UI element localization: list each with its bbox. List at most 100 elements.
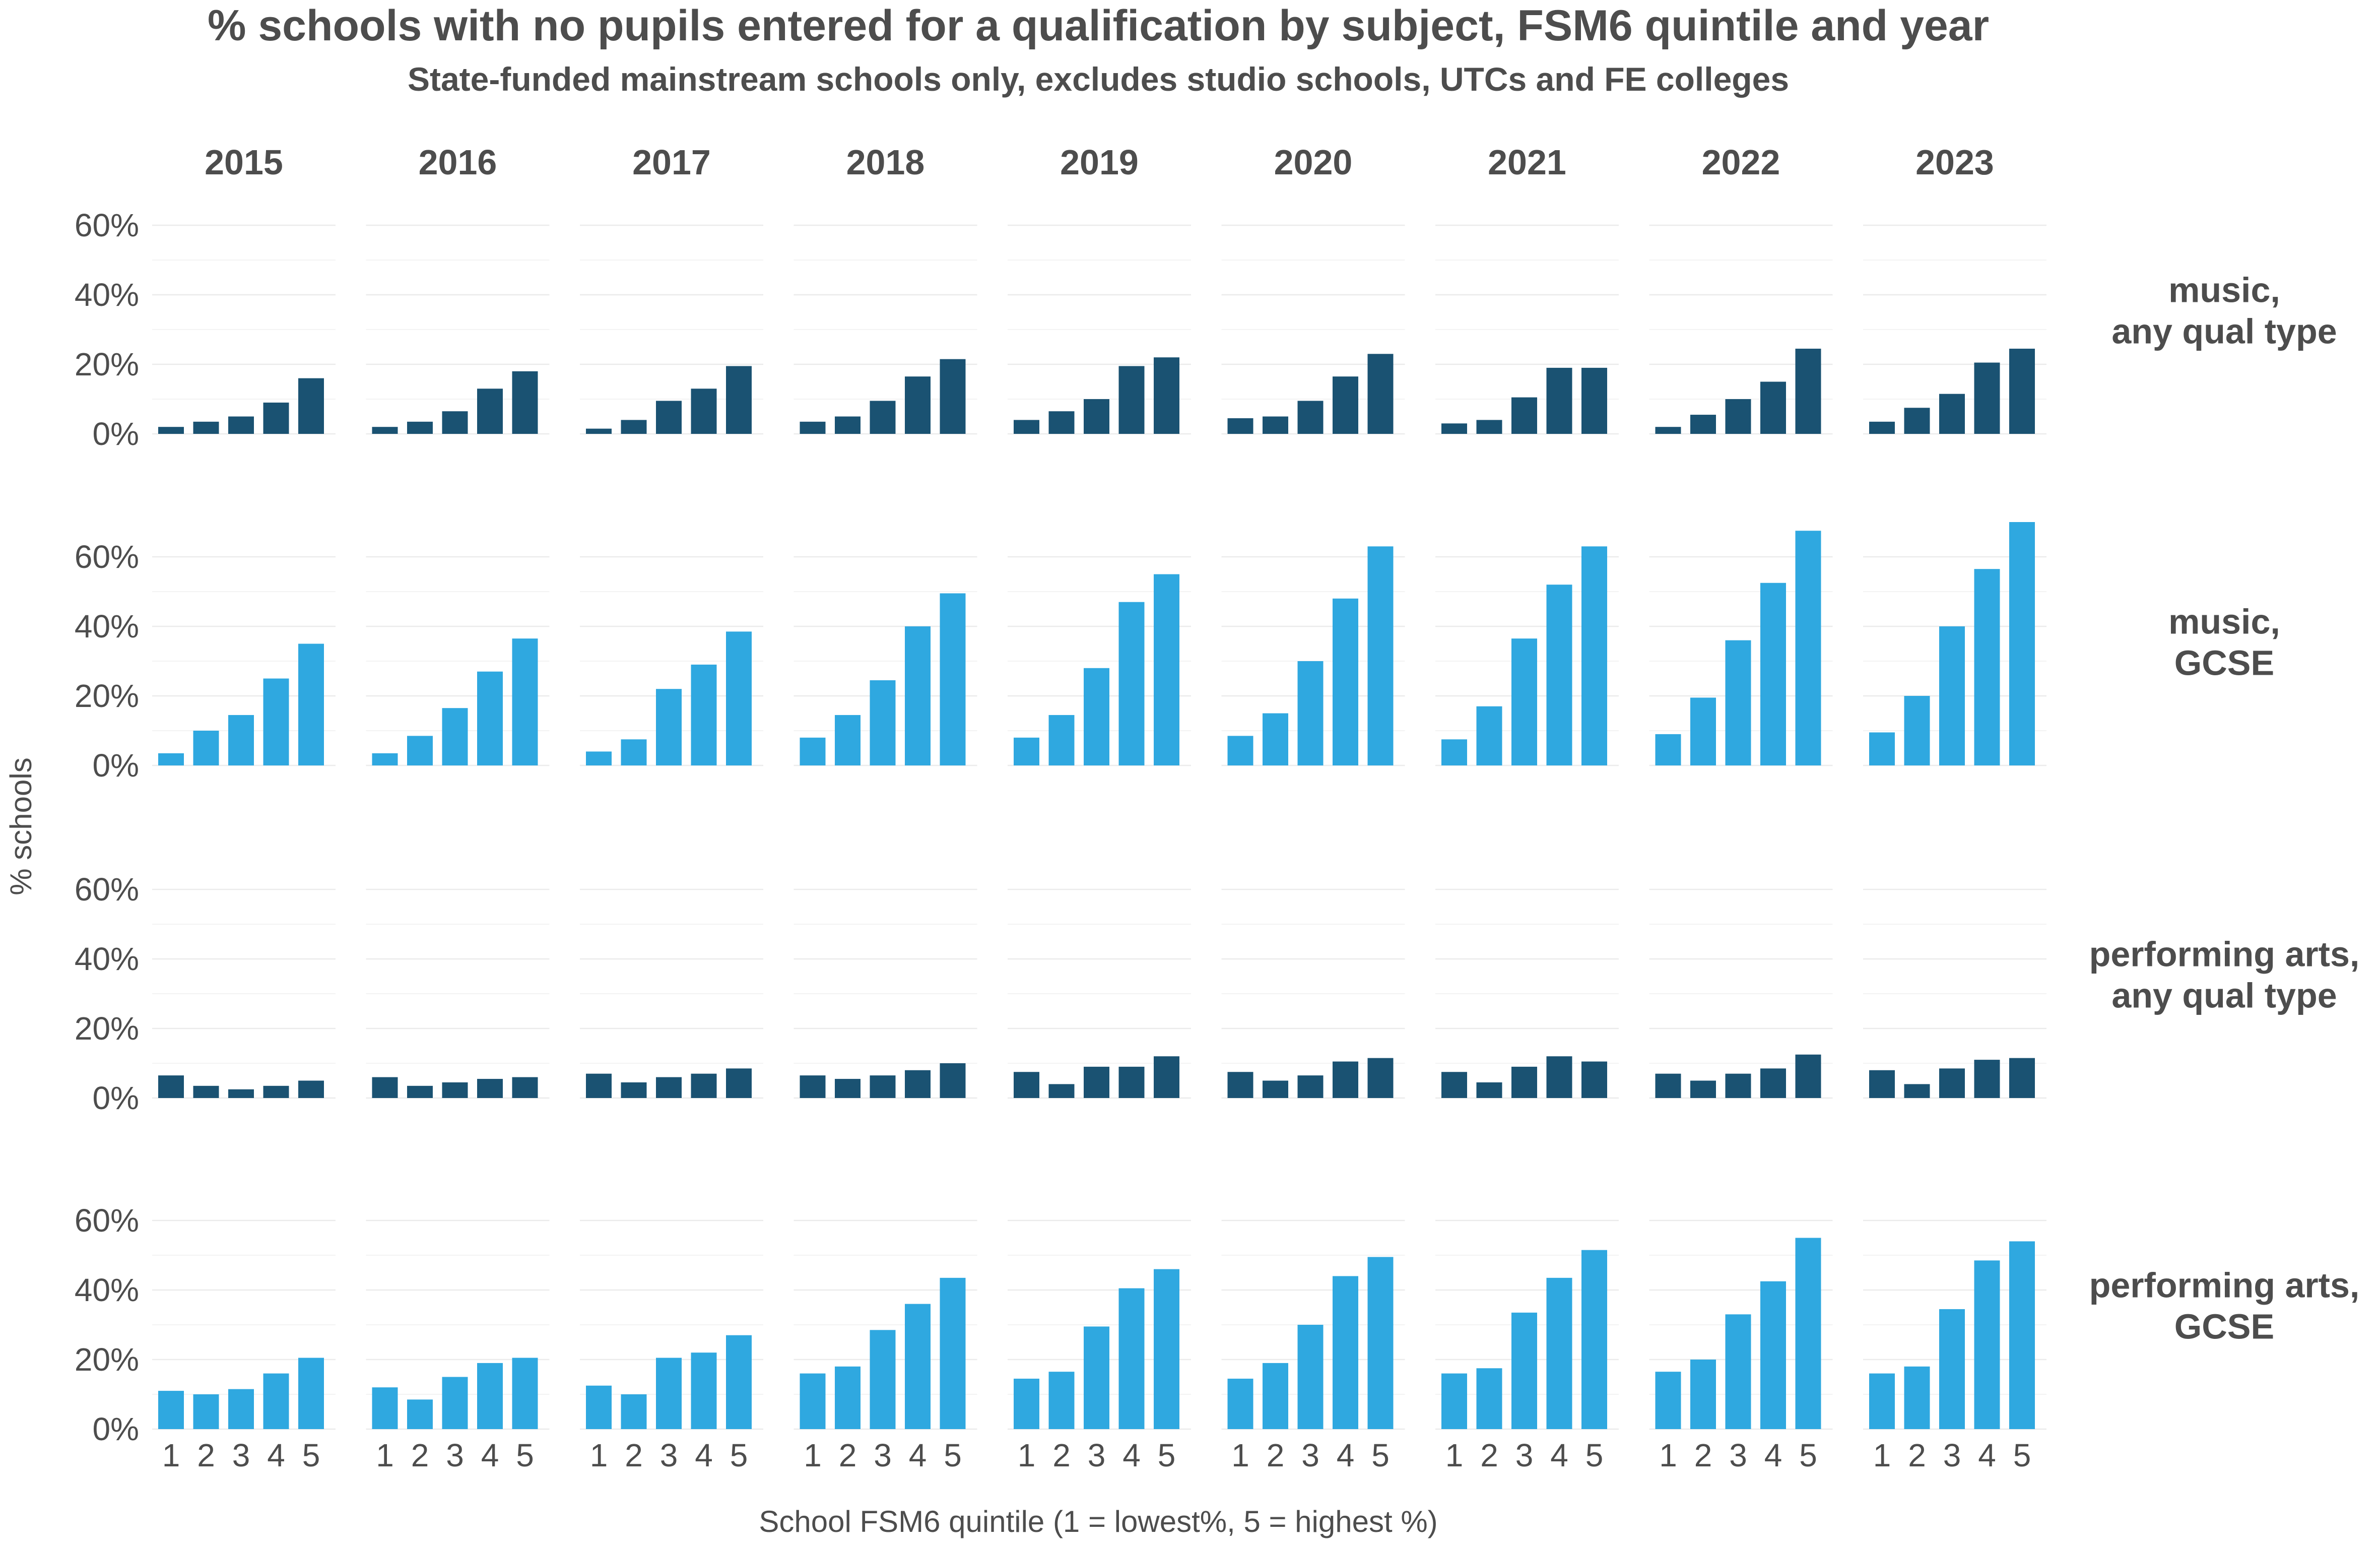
panel-2021-row-1 bbox=[1435, 224, 1619, 435]
facet-header-2016: 2016 bbox=[419, 143, 497, 182]
bar-2015-q1 bbox=[158, 1391, 184, 1429]
bar-2015-q2 bbox=[193, 1085, 219, 1098]
bar-2018-q4 bbox=[905, 1304, 931, 1429]
x-tick-label: 3 bbox=[874, 1437, 892, 1473]
bar-2022-q4 bbox=[1760, 583, 1786, 765]
panel-2022-row-1 bbox=[1649, 224, 1833, 435]
x-tick-label: 4 bbox=[267, 1437, 285, 1473]
x-tick-label: 4 bbox=[1764, 1437, 1782, 1473]
bar-2023-q3 bbox=[1939, 626, 1965, 765]
panel-2022-row-2 bbox=[1649, 531, 1833, 766]
bar-2023-q4 bbox=[1974, 362, 2000, 434]
facet-header-2022: 2022 bbox=[1702, 143, 1780, 182]
chart-subtitle: State-funded mainstream schools only, ex… bbox=[408, 60, 1789, 98]
bar-2015-q2 bbox=[193, 421, 219, 434]
bar-2016-q4 bbox=[477, 671, 503, 765]
bar-2016-q4 bbox=[477, 1363, 503, 1429]
x-tick-label: 2 bbox=[1052, 1437, 1071, 1473]
bar-2020-q2 bbox=[1263, 713, 1288, 765]
bar-2016-q1 bbox=[372, 753, 398, 765]
bar-2016-q2 bbox=[407, 421, 433, 434]
facet-header-2020: 2020 bbox=[1274, 143, 1353, 182]
bar-2018-q2 bbox=[835, 715, 861, 765]
bar-2022-q3 bbox=[1725, 640, 1751, 765]
bar-2020-q1 bbox=[1227, 418, 1253, 434]
bar-2020-q3 bbox=[1297, 661, 1324, 765]
panel-2016-row-3 bbox=[366, 888, 550, 1099]
bar-2017-q4 bbox=[691, 389, 717, 434]
x-tick-label: 3 bbox=[1301, 1437, 1319, 1473]
bar-2019-q1 bbox=[1014, 1378, 1039, 1429]
bar-2015-q3 bbox=[228, 1389, 254, 1429]
facet-row-2 bbox=[152, 522, 2046, 766]
bar-2017-q5 bbox=[726, 631, 752, 765]
y-tick-label: 0% bbox=[93, 1411, 140, 1447]
panel-2016-row-4 bbox=[366, 1219, 550, 1430]
x-tick-label: 5 bbox=[302, 1437, 320, 1473]
bar-2016-q5 bbox=[512, 638, 538, 765]
bar-2019-q1 bbox=[1014, 420, 1039, 434]
bar-2015-q5 bbox=[298, 643, 324, 765]
x-tick-label: 2 bbox=[1480, 1437, 1498, 1473]
bar-2017-q2 bbox=[621, 1082, 647, 1098]
x-tick-label: 4 bbox=[695, 1437, 713, 1473]
x-tick-label: 2 bbox=[197, 1437, 215, 1473]
bar-2021-q4 bbox=[1546, 1056, 1572, 1098]
bar-2019-q4 bbox=[1118, 1288, 1145, 1429]
x-tick-label: 5 bbox=[730, 1437, 748, 1473]
facet-header-2018: 2018 bbox=[846, 143, 925, 182]
x-tick-label: 1 bbox=[1659, 1437, 1677, 1473]
bar-2015-q4 bbox=[263, 1085, 289, 1098]
x-tick-label: 3 bbox=[660, 1437, 678, 1473]
x-tick-label: 1 bbox=[1445, 1437, 1464, 1473]
bar-2018-q1 bbox=[800, 1373, 826, 1429]
bar-2016-q1 bbox=[372, 427, 398, 434]
bar-2017-q5 bbox=[726, 1068, 752, 1098]
bar-2017-q4 bbox=[691, 1352, 717, 1429]
bar-2019-q3 bbox=[1084, 1326, 1109, 1429]
bar-2017-q4 bbox=[691, 1073, 717, 1098]
bar-2023-q1 bbox=[1869, 1373, 1895, 1429]
bar-2015-q2 bbox=[193, 731, 219, 765]
bar-2018-q2 bbox=[835, 416, 861, 434]
bar-2019-q2 bbox=[1048, 1084, 1075, 1098]
bar-2021-q2 bbox=[1476, 706, 1502, 765]
bar-2022-q4 bbox=[1760, 381, 1786, 434]
bar-2016-q2 bbox=[407, 1399, 433, 1429]
x-tick-label: 2 bbox=[839, 1437, 857, 1473]
bar-2019-q2 bbox=[1048, 1372, 1075, 1429]
x-tick-label: 2 bbox=[1908, 1437, 1926, 1473]
bar-2016-q2 bbox=[407, 1085, 433, 1098]
bar-2022-q1 bbox=[1655, 1073, 1681, 1098]
bar-2021-q1 bbox=[1441, 1072, 1467, 1098]
bar-2020-q1 bbox=[1227, 1378, 1253, 1429]
bar-2017-q4 bbox=[691, 664, 717, 765]
bar-2016-q5 bbox=[512, 1077, 538, 1098]
x-tick-label: 4 bbox=[1337, 1437, 1355, 1473]
panel-2017-row-3 bbox=[580, 888, 763, 1099]
panel-2016-row-1 bbox=[366, 224, 550, 435]
panel-2017-row-4 bbox=[580, 1219, 763, 1430]
bar-2016-q5 bbox=[512, 1358, 538, 1429]
panel-2023-row-2 bbox=[1863, 522, 2046, 766]
y-tick-label: 20% bbox=[75, 678, 139, 714]
bar-2015-q1 bbox=[158, 753, 184, 765]
bar-2020-q2 bbox=[1263, 1080, 1288, 1098]
bar-2019-q5 bbox=[1154, 1269, 1179, 1429]
bar-2023-q2 bbox=[1904, 1084, 1930, 1098]
bar-2016-q4 bbox=[477, 389, 503, 434]
bar-2017-q3 bbox=[656, 1358, 682, 1429]
bar-2020-q1 bbox=[1227, 736, 1253, 765]
bar-2019-q5 bbox=[1154, 357, 1179, 434]
bar-2021-q1 bbox=[1441, 739, 1467, 765]
panel-2020-row-4 bbox=[1221, 1219, 1405, 1430]
x-axis-title: School FSM6 quintile (1 = lowest%, 5 = h… bbox=[759, 1505, 1437, 1538]
x-tick-label: 4 bbox=[481, 1437, 499, 1473]
x-tick-label: 1 bbox=[1231, 1437, 1249, 1473]
x-tick-label: 3 bbox=[1515, 1437, 1534, 1473]
y-tick-label: 40% bbox=[75, 277, 139, 313]
bar-2015-q5 bbox=[298, 1358, 324, 1429]
y-tick-label: 20% bbox=[75, 1010, 139, 1047]
bar-2017-q1 bbox=[586, 1385, 612, 1429]
